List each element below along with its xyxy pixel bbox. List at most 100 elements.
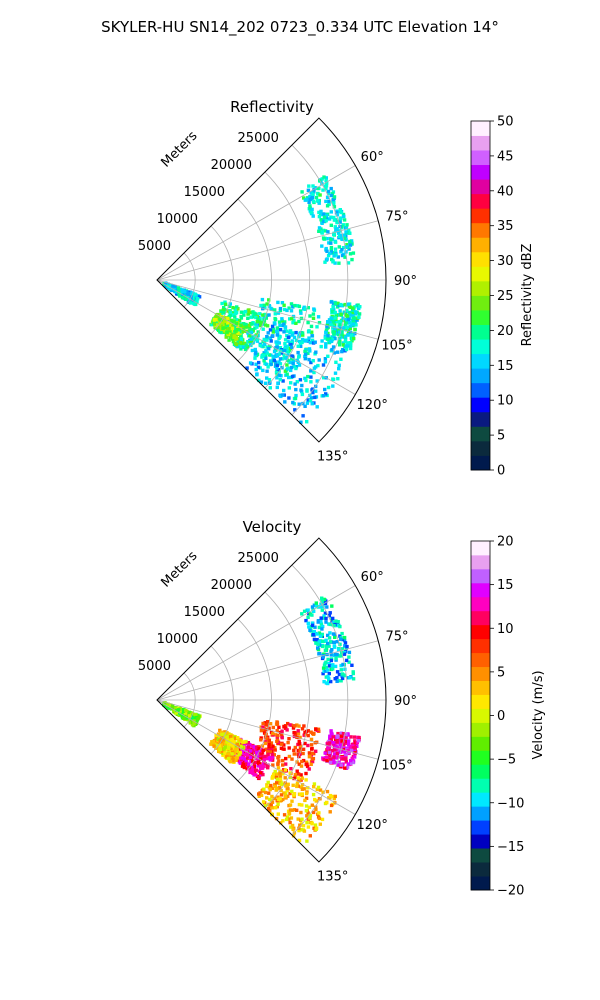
angle-tick-label: 90° (394, 694, 417, 709)
echo-cell (348, 676, 352, 680)
echo-cell (332, 254, 336, 258)
echo-cell (317, 214, 322, 219)
echo-cell (242, 757, 247, 761)
echo-cell (280, 782, 284, 786)
echo-cell (230, 332, 235, 337)
echo-cell (290, 823, 295, 828)
echo-cell (311, 390, 315, 395)
echo-cell (244, 343, 248, 347)
echo-cell (170, 706, 175, 710)
echo-cell (330, 664, 335, 669)
echo-cell (218, 318, 222, 322)
echo-cell (234, 310, 239, 315)
echo-cell (221, 326, 225, 330)
echo-cell (344, 347, 349, 352)
echo-cell (331, 741, 335, 745)
echo-cell (344, 344, 349, 348)
echo-cell (193, 292, 197, 296)
echo-cell (321, 228, 326, 233)
echo-cell (184, 297, 188, 301)
echo-cell (325, 195, 330, 199)
echo-cell (309, 737, 314, 742)
angle-tick-label: 135° (317, 870, 348, 885)
echo-cell (328, 810, 332, 814)
echo-cell (268, 797, 272, 802)
echo-cell (226, 316, 230, 321)
echo-cell (271, 763, 275, 767)
echo-cell (315, 787, 319, 792)
echo-cell (346, 676, 350, 680)
echo-cell (224, 316, 228, 321)
echo-cell (332, 351, 336, 355)
echo-cell (303, 338, 307, 343)
echo-cell (221, 753, 225, 757)
echo-cell (233, 756, 237, 761)
echo-cell (278, 308, 283, 313)
echo-cell (319, 209, 323, 214)
echo-cell (274, 733, 278, 737)
echo-cell (295, 358, 299, 362)
echo-cell (237, 753, 241, 757)
echo-cell (282, 303, 286, 307)
echo-cell (273, 746, 277, 750)
echo-cell (219, 743, 223, 747)
angle-tick-label: 105° (381, 758, 412, 773)
echo-cell (270, 800, 275, 804)
sector-outline (156, 537, 387, 863)
echo-cell (299, 785, 303, 789)
echo-cell (173, 285, 178, 289)
echo-cell (276, 802, 280, 806)
echo-cell (308, 813, 313, 818)
echo-cell (321, 639, 325, 643)
echo-cell (216, 325, 221, 329)
echo-cell (214, 315, 218, 320)
echo-cell (288, 317, 292, 321)
angle-gridline (156, 585, 356, 701)
echo-cell (336, 231, 341, 235)
colorbar-tick-label: −5 (497, 753, 516, 768)
echo-cell (316, 642, 320, 646)
echo-cell (324, 660, 328, 664)
echo-cell (340, 748, 345, 753)
echo-cell (260, 297, 265, 302)
echo-cell (345, 325, 350, 329)
echo-cell (256, 330, 260, 334)
echo-cell (228, 302, 232, 306)
echo-cell (307, 751, 312, 755)
echo-cell (348, 313, 352, 317)
echo-cell (315, 405, 319, 409)
echo-cell (303, 404, 307, 408)
colorbar-segment (471, 736, 490, 751)
colorbar-segment (471, 121, 490, 136)
echo-cell (168, 286, 172, 291)
echo-cell (218, 747, 222, 751)
echo-cell (331, 190, 336, 194)
echo-cell (231, 313, 235, 317)
echo-cell (343, 337, 348, 341)
echo-cell (285, 367, 290, 371)
echo-cell (269, 359, 273, 363)
echo-cell (333, 225, 337, 229)
echo-cell (310, 402, 314, 406)
echo-cell (318, 193, 322, 197)
angle-tick-label: 120° (357, 398, 388, 413)
echo-cell (305, 764, 310, 769)
echo-cell (223, 730, 227, 734)
echo-cell (310, 751, 315, 755)
echo-cell (347, 231, 351, 235)
echo-cell (297, 724, 301, 728)
echo-cell (325, 257, 329, 261)
echo-cell (324, 187, 328, 191)
echo-cell (218, 738, 222, 743)
echo-cell (344, 739, 348, 743)
echo-cell (338, 208, 342, 212)
echo-cell (317, 631, 322, 635)
echo-cell (321, 600, 325, 605)
echo-cell (339, 210, 343, 215)
echo-cell (306, 811, 310, 815)
range-tick-label: 15000 (184, 185, 225, 200)
echo-cell (317, 816, 322, 821)
echo-cell (261, 725, 265, 729)
echo-cell (242, 740, 246, 744)
echo-cell (317, 201, 321, 205)
